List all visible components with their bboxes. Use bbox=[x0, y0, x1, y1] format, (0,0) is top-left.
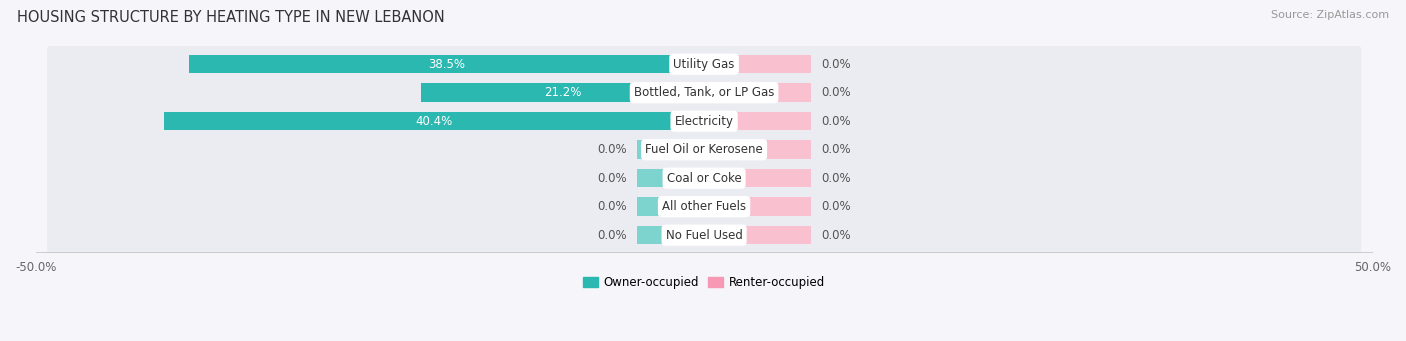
FancyBboxPatch shape bbox=[46, 217, 1361, 253]
Text: 0.0%: 0.0% bbox=[598, 229, 627, 242]
Text: 0.0%: 0.0% bbox=[598, 200, 627, 213]
FancyBboxPatch shape bbox=[46, 189, 1361, 225]
Text: HOUSING STRUCTURE BY HEATING TYPE IN NEW LEBANON: HOUSING STRUCTURE BY HEATING TYPE IN NEW… bbox=[17, 10, 444, 25]
Bar bbox=[704, 169, 811, 188]
Legend: Owner-occupied, Renter-occupied: Owner-occupied, Renter-occupied bbox=[579, 271, 830, 294]
Text: Source: ZipAtlas.com: Source: ZipAtlas.com bbox=[1271, 10, 1389, 20]
Text: 0.0%: 0.0% bbox=[821, 115, 852, 128]
Text: Utility Gas: Utility Gas bbox=[673, 58, 735, 71]
FancyBboxPatch shape bbox=[46, 75, 1361, 111]
Text: 0.0%: 0.0% bbox=[821, 86, 852, 99]
Text: 38.5%: 38.5% bbox=[429, 58, 465, 71]
Bar bbox=[704, 84, 811, 102]
Bar bbox=[637, 197, 704, 216]
Bar bbox=[637, 226, 704, 244]
Text: Fuel Oil or Kerosene: Fuel Oil or Kerosene bbox=[645, 143, 763, 156]
Text: 0.0%: 0.0% bbox=[598, 172, 627, 185]
Text: 40.4%: 40.4% bbox=[415, 115, 453, 128]
Text: Electricity: Electricity bbox=[675, 115, 734, 128]
Text: 0.0%: 0.0% bbox=[598, 143, 627, 156]
Bar bbox=[704, 112, 811, 131]
Text: 21.2%: 21.2% bbox=[544, 86, 581, 99]
Text: No Fuel Used: No Fuel Used bbox=[665, 229, 742, 242]
Bar bbox=[637, 140, 704, 159]
Bar bbox=[704, 197, 811, 216]
Bar bbox=[704, 55, 811, 73]
Bar bbox=[190, 55, 704, 73]
Text: 0.0%: 0.0% bbox=[821, 172, 852, 185]
Text: 0.0%: 0.0% bbox=[821, 58, 852, 71]
Bar bbox=[165, 112, 704, 131]
Text: 0.0%: 0.0% bbox=[821, 200, 852, 213]
Text: All other Fuels: All other Fuels bbox=[662, 200, 747, 213]
Bar bbox=[420, 84, 704, 102]
Text: 0.0%: 0.0% bbox=[821, 143, 852, 156]
Text: Bottled, Tank, or LP Gas: Bottled, Tank, or LP Gas bbox=[634, 86, 775, 99]
Bar bbox=[704, 226, 811, 244]
FancyBboxPatch shape bbox=[46, 46, 1361, 82]
FancyBboxPatch shape bbox=[46, 160, 1361, 196]
Text: Coal or Coke: Coal or Coke bbox=[666, 172, 741, 185]
Bar bbox=[637, 169, 704, 188]
Bar bbox=[704, 140, 811, 159]
FancyBboxPatch shape bbox=[46, 132, 1361, 168]
Text: 0.0%: 0.0% bbox=[821, 229, 852, 242]
FancyBboxPatch shape bbox=[46, 103, 1361, 139]
